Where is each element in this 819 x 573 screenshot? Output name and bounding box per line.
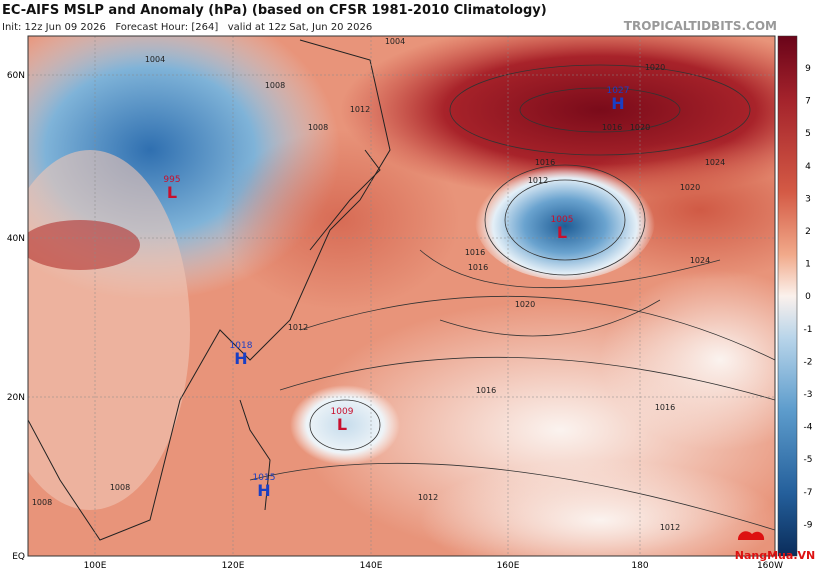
contour-label: 1008 (110, 483, 130, 492)
contour-label: 1016 (535, 158, 555, 167)
contour-label: 1012 (350, 105, 370, 114)
map-frame (27, 35, 776, 557)
site-credit: TROPICALTIDBITS.COM (624, 19, 777, 33)
colorbar-label: -4 (804, 423, 813, 433)
colorbar-label: 7 (805, 97, 811, 107)
colorbar-label: -2 (804, 357, 813, 367)
colorbar-label: 4 (805, 162, 811, 172)
colorbar-label: 2 (805, 227, 811, 237)
contour-label: 1020 (515, 300, 535, 309)
contour-label: 1024 (705, 158, 725, 167)
lon-label: 180 (631, 561, 648, 571)
center-pressure: 1005 (551, 215, 574, 225)
watermark-text: NangMua.VN (735, 549, 815, 562)
lon-label: 100E (84, 561, 107, 571)
title: EC-AIFS MSLP and Anomaly (hPa) (based on… (2, 3, 547, 18)
colorbar-label: -3 (804, 390, 813, 400)
center-symbol: L (557, 223, 567, 242)
contour-label: 1012 (288, 323, 308, 332)
contour-label: 1004 (145, 55, 165, 64)
center-symbol: H (234, 349, 247, 368)
lat-label: 60N (7, 71, 25, 81)
colorbar-label: 0 (805, 292, 811, 302)
lat-label: 40N (7, 234, 25, 244)
cloud-icon (737, 531, 765, 540)
center-symbol: H (611, 94, 624, 113)
contour-label: 1016 (655, 403, 675, 412)
contour-label: 1016 (476, 386, 496, 395)
colorbar-label: 1 (805, 260, 811, 270)
colorbar (777, 35, 798, 557)
lon-label: 160W (757, 561, 783, 571)
center-symbol: L (167, 183, 177, 202)
contour-label: 1008 (32, 498, 52, 507)
lon-label: 160E (497, 561, 520, 571)
colorbar-label: -9 (804, 520, 813, 530)
center-pressure: 995 (163, 175, 180, 185)
subtitle: Init: 12z Jun 09 2026 Forecast Hour: [26… (2, 22, 372, 33)
lat-label: EQ (12, 552, 25, 562)
contour-label: 1020 (645, 63, 665, 72)
contour-label: 1024 (690, 256, 710, 265)
center-pressure: 1018 (230, 341, 253, 351)
center-symbol: H (257, 481, 270, 500)
contour-label: 1012 (660, 523, 680, 532)
watermark: NangMua.VN (735, 531, 815, 562)
contour-label: 1016 (465, 248, 485, 257)
lon-label: 140E (360, 561, 383, 571)
center-pressure: 1009 (331, 407, 354, 417)
lon-label: 120E (222, 561, 245, 571)
colorbar-label: 5 (805, 129, 811, 139)
contour-label: 1020 (630, 123, 650, 132)
center-pressure: 1015 (253, 473, 276, 483)
colorbar-label: -1 (804, 325, 813, 335)
colorbar-label: 9 (805, 64, 811, 74)
center-symbol: L (337, 415, 347, 434)
contour-label: 1020 (680, 183, 700, 192)
colorbar-label: -7 (804, 488, 813, 498)
lat-label: 20N (7, 393, 25, 403)
colorbar-label: 3 (805, 194, 811, 204)
contour-label: 1012 (418, 493, 438, 502)
center-pressure: 1027 (607, 86, 630, 96)
colorbar-label: -5 (804, 455, 813, 465)
contour-label: 1016 (602, 123, 622, 132)
contour-label: 1008 (308, 123, 328, 132)
contour-label: 1016 (468, 263, 488, 272)
contour-label: 1004 (385, 37, 405, 46)
contour-label: 1012 (528, 176, 548, 185)
contour-label: 1008 (265, 81, 285, 90)
